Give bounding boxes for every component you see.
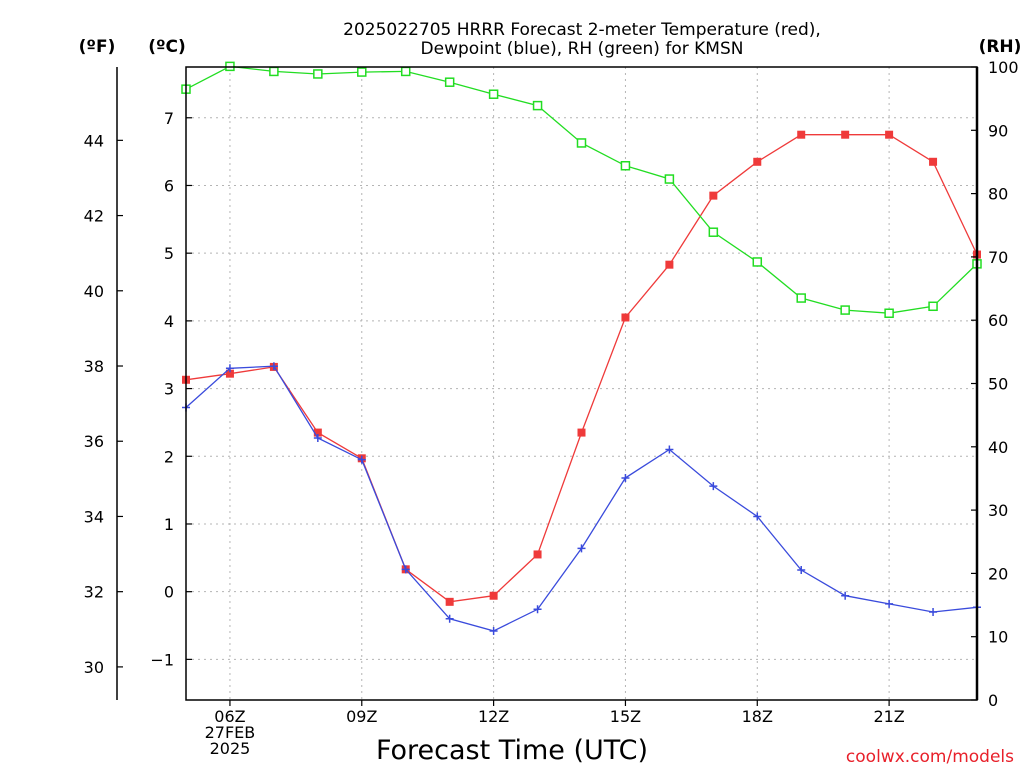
dewpoint-point (665, 445, 674, 454)
celsius-tick-label: −1 (150, 650, 174, 669)
rh-point (884, 308, 894, 318)
rh-point (576, 138, 587, 148)
temperature-series-line (185, 134, 978, 603)
fahrenheit-tick-label: 34 (84, 507, 104, 526)
credit-link[interactable]: coolwx.com/models (846, 747, 1014, 767)
dewpoint-point (753, 512, 762, 521)
rh-point (313, 69, 323, 79)
rh-point (269, 66, 279, 77)
fahrenheit-tick-label: 44 (84, 131, 104, 150)
x-tick-label: 27FEB (205, 723, 256, 742)
dewpoint-point (709, 482, 718, 491)
rh-point (840, 305, 850, 315)
temperature-point (621, 313, 630, 322)
rh-axis-title: (RH) (979, 37, 1022, 57)
rh-tick-label: 30 (988, 501, 1008, 520)
x-tick-label: 06Z (214, 707, 245, 726)
rh-tick-label: 10 (988, 628, 1008, 647)
dewpoint-point (841, 591, 850, 600)
temperature-point (533, 550, 542, 559)
temperature-point (797, 130, 806, 139)
rh-point (357, 67, 367, 77)
rh-point (796, 293, 806, 303)
dewpoint-point (313, 433, 322, 442)
temperature-point (753, 157, 762, 166)
dewpoint-point (401, 565, 410, 574)
rh-point (708, 227, 719, 237)
rh-point (664, 174, 675, 184)
fahrenheit-tick-label: 30 (84, 658, 104, 677)
temperature-point (313, 428, 322, 437)
dewpoint-point (269, 362, 278, 371)
fahrenheit-tick-label: 42 (84, 207, 104, 226)
grid-lines (186, 67, 977, 700)
fahrenheit-tick-label: 36 (84, 432, 104, 451)
x-tick-label: 09Z (346, 707, 377, 726)
x-tick-label: 2025 (210, 739, 251, 758)
rh-tick-label: 20 (988, 564, 1008, 583)
rh-tick-label: 50 (988, 375, 1008, 394)
celsius-tick-label: 2 (164, 447, 174, 466)
dewpoint-point (357, 455, 366, 464)
chart-title: 2025022705 HRRR Forecast 2-meter Tempera… (343, 20, 821, 40)
x-tick-label: 21Z (873, 707, 904, 726)
dewpoint-point (489, 626, 498, 635)
temperature-point (445, 597, 454, 606)
rh-series-line (185, 65, 978, 314)
celsius-axis-title: (ºC) (148, 37, 186, 57)
dewpoint-point (577, 544, 586, 553)
x-axis-title: Forecast Time (UTC) (376, 735, 648, 766)
temperature-point (665, 260, 674, 269)
celsius-tick-label: 4 (164, 312, 174, 331)
rh-point (488, 89, 499, 99)
dewpoint-point (797, 566, 806, 575)
fahrenheit-tick-label: 40 (84, 282, 104, 301)
rh-tick-label: 100 (988, 58, 1019, 77)
rh-point (620, 160, 631, 171)
rh-point (928, 301, 938, 312)
rh-point (532, 100, 543, 111)
rh-tick-label: 0 (988, 691, 998, 710)
celsius-tick-label: 1 (164, 515, 174, 534)
rh-tick-label: 90 (988, 121, 1008, 140)
temperature-point (225, 369, 234, 378)
rh-tick-label: 60 (988, 311, 1008, 330)
x-tick-label: 18Z (742, 707, 773, 726)
x-tick-label: 12Z (478, 707, 509, 726)
dewpoint-point (225, 364, 234, 373)
temperature-point (577, 428, 586, 437)
celsius-tick-label: 5 (164, 244, 174, 263)
rh-tick-label: 40 (988, 438, 1008, 457)
temperature-point (885, 130, 894, 139)
dewpoint-point (533, 605, 542, 614)
dewpoint-point (621, 473, 630, 482)
temperature-point (841, 130, 850, 139)
dewpoint-point (445, 614, 454, 623)
temperature-point (929, 157, 938, 166)
celsius-tick-label: 7 (164, 109, 174, 128)
temperature-point (709, 191, 718, 200)
celsius-tick-label: 3 (164, 380, 174, 399)
rh-tick-label: 80 (988, 185, 1008, 204)
temperature-point (489, 591, 498, 600)
rh-point (444, 77, 455, 87)
rh-point (400, 66, 411, 77)
fahrenheit-tick-label: 38 (84, 357, 104, 376)
x-tick-label: 15Z (610, 707, 641, 726)
fahrenheit-tick-label: 32 (84, 583, 104, 602)
series-layer (181, 61, 982, 635)
rh-point (752, 257, 763, 267)
dewpoint-point (885, 599, 894, 608)
rh-tick-label: 70 (988, 248, 1008, 267)
dewpoint-point (929, 607, 938, 616)
plot-frame (185, 66, 978, 701)
fahrenheit-axis-title: (ºF) (79, 37, 116, 57)
celsius-tick-label: 6 (164, 176, 174, 195)
celsius-tick-label: 0 (164, 583, 174, 602)
chart-subtitle: Dewpoint (blue), RH (green) for KMSN (421, 39, 744, 59)
